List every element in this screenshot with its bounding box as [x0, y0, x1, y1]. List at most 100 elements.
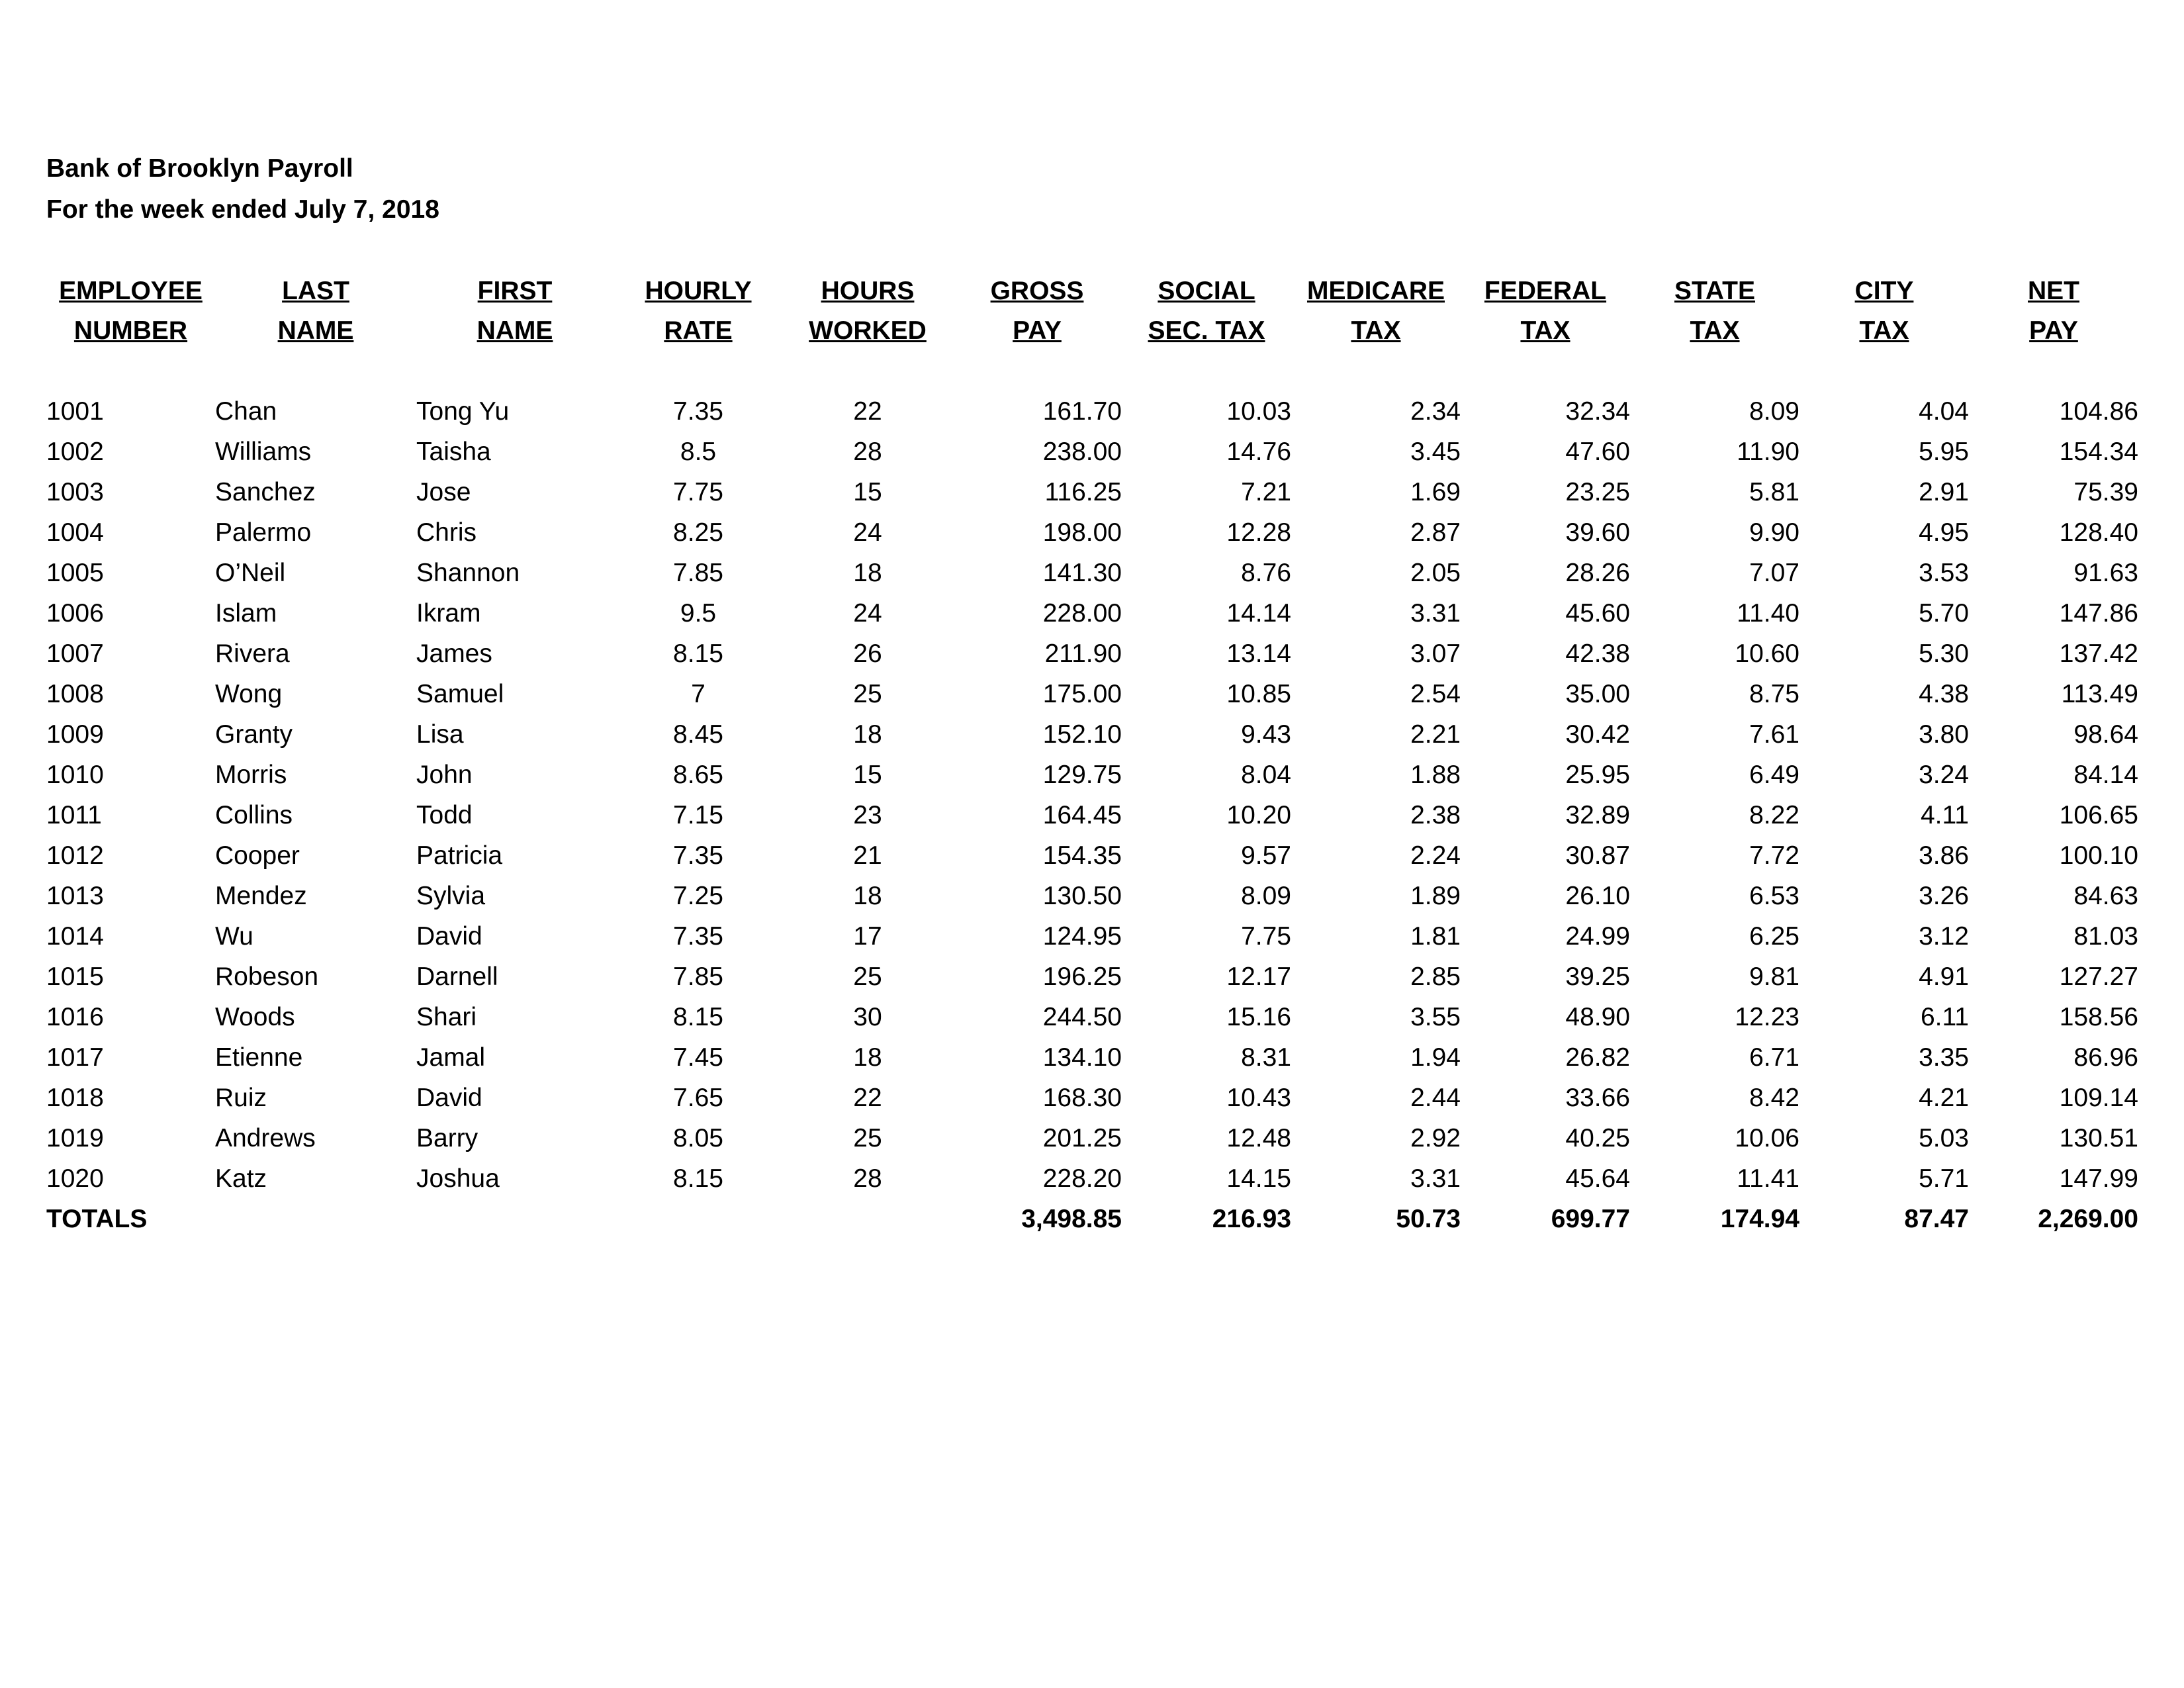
cell-social-sec-tax: 9.43 [1241, 720, 1291, 749]
cell-employee-number: 1010 [46, 761, 104, 789]
cell-last-name: Sanchez [215, 478, 316, 506]
cell-state-tax: 6.53 [1749, 882, 1799, 910]
cell-social-sec-tax: 10.03 [1226, 397, 1291, 426]
cell-federal-tax: 48.90 [1565, 1003, 1630, 1031]
totals-label: TOTALS [46, 1205, 148, 1233]
cell-net-pay: 86.96 [2073, 1043, 2138, 1072]
cell-federal-tax: 45.60 [1565, 599, 1630, 628]
cell-last-name: Williams [215, 438, 312, 466]
cell-state-tax: 6.25 [1749, 922, 1799, 951]
cell-first-name: Patricia [416, 841, 503, 870]
cell-federal-tax: 26.82 [1565, 1043, 1630, 1072]
cell-employee-number: 1011 [46, 801, 102, 829]
cell-last-name: Cooper [215, 841, 300, 870]
total-medicare-tax: 50.73 [1396, 1205, 1461, 1233]
cell-hourly-rate: 7.75 [673, 478, 723, 506]
cell-state-tax: 10.06 [1735, 1124, 1799, 1152]
cell-hourly-rate: 8.15 [673, 1164, 723, 1193]
cell-hourly-rate: 7.45 [673, 1043, 723, 1072]
cell-hourly-rate: 8.15 [673, 1003, 723, 1031]
cell-hours-worked: 25 [853, 680, 882, 708]
cell-social-sec-tax: 13.14 [1226, 639, 1291, 668]
cell-hourly-rate: 8.25 [673, 518, 723, 547]
cell-last-name: Rivera [215, 639, 290, 668]
cell-city-tax: 3.12 [1919, 922, 1969, 951]
cell-first-name: David [416, 1084, 482, 1112]
cell-hours-worked: 26 [853, 639, 882, 668]
column-header-first-name: FIRST NAME [477, 277, 553, 345]
cell-federal-tax: 32.89 [1565, 801, 1630, 829]
cell-medicare-tax: 2.34 [1410, 397, 1461, 426]
cell-city-tax: 4.11 [1920, 801, 1969, 829]
cell-first-name: Sylvia [416, 882, 486, 910]
cell-first-name: Taisha [416, 438, 491, 466]
cell-federal-tax: 30.42 [1565, 720, 1630, 749]
cell-employee-number: 1005 [46, 559, 104, 587]
cell-hours-worked: 22 [853, 1084, 882, 1112]
cell-gross-pay: 164.45 [1042, 801, 1122, 829]
cell-employee-number: 1016 [46, 1003, 104, 1031]
cell-first-name: Tong Yu [416, 397, 510, 426]
cell-social-sec-tax: 8.31 [1241, 1043, 1291, 1072]
cell-employee-number: 1012 [46, 841, 104, 870]
cell-social-sec-tax: 14.15 [1226, 1164, 1291, 1193]
cell-gross-pay: 129.75 [1042, 761, 1122, 789]
cell-medicare-tax: 2.05 [1410, 559, 1461, 587]
cell-hourly-rate: 7.35 [673, 841, 723, 870]
cell-medicare-tax: 3.45 [1410, 438, 1461, 466]
cell-last-name: Collins [215, 801, 293, 829]
cell-federal-tax: 30.87 [1565, 841, 1630, 870]
table-row: 1011 Collins Todd 7.15 23 164.45 10.20 2.38 32.8… [46, 795, 2138, 835]
cell-hours-worked: 24 [853, 518, 882, 547]
cell-state-tax: 7.72 [1749, 841, 1799, 870]
cell-gross-pay: 168.30 [1042, 1084, 1122, 1112]
cell-net-pay: 137.42 [2059, 639, 2138, 668]
cell-federal-tax: 25.95 [1565, 761, 1630, 789]
cell-hourly-rate: 8.65 [673, 761, 723, 789]
cell-city-tax: 3.35 [1919, 1043, 1969, 1072]
cell-social-sec-tax: 9.57 [1241, 841, 1291, 870]
cell-last-name: Wu [215, 922, 253, 951]
cell-last-name: Palermo [215, 518, 312, 547]
total-last-name [215, 1199, 416, 1239]
cell-last-name: Etienne [215, 1043, 303, 1072]
cell-gross-pay: 124.95 [1042, 922, 1122, 951]
cell-social-sec-tax: 15.16 [1226, 1003, 1291, 1031]
cell-medicare-tax: 3.07 [1410, 639, 1461, 668]
cell-medicare-tax: 3.31 [1410, 599, 1461, 628]
cell-city-tax: 4.21 [1919, 1084, 1969, 1112]
column-header-gross-pay: GROSS PAY [990, 277, 1084, 345]
cell-state-tax: 5.81 [1749, 478, 1799, 506]
table-row: 1007 Rivera James 8.15 26 211.90 13.14 3.07 42.3… [46, 633, 2138, 674]
cell-federal-tax: 39.60 [1565, 518, 1630, 547]
cell-city-tax: 4.04 [1919, 397, 1969, 426]
cell-federal-tax: 28.26 [1565, 559, 1630, 587]
cell-hours-worked: 18 [853, 882, 882, 910]
cell-first-name: Shari [416, 1003, 477, 1031]
table-row: 1020 Katz Joshua 8.15 28 228.20 14.15 3.31 45.64… [46, 1158, 2138, 1199]
table-row: 1008 Wong Samuel 7 25 175.00 10.85 2.54 35.00 8.7… [46, 674, 2138, 714]
page-subtitle: For the week ended July 7, 2018 [46, 195, 439, 224]
cell-net-pay: 84.63 [2073, 882, 2138, 910]
cell-first-name: Barry [416, 1124, 478, 1152]
cell-employee-number: 1015 [46, 962, 104, 991]
table-row: 1016 Woods Shari 8.15 30 244.50 15.16 3.55 48.90… [46, 997, 2138, 1037]
total-hourly-rate [614, 1199, 783, 1239]
cell-city-tax: 5.95 [1919, 438, 1969, 466]
cell-federal-tax: 45.64 [1565, 1164, 1630, 1193]
total-state-tax: 174.94 [1720, 1205, 1799, 1233]
cell-medicare-tax: 1.81 [1410, 922, 1461, 951]
cell-medicare-tax: 2.21 [1410, 720, 1461, 749]
cell-city-tax: 2.91 [1919, 478, 1969, 506]
cell-social-sec-tax: 8.04 [1241, 761, 1291, 789]
cell-net-pay: 98.64 [2073, 720, 2138, 749]
page-title: Bank of Brooklyn Payroll [46, 154, 353, 183]
cell-employee-number: 1008 [46, 680, 104, 708]
cell-employee-number: 1014 [46, 922, 104, 951]
cell-last-name: Granty [215, 720, 293, 749]
table-row: 1010 Morris John 8.65 15 129.75 8.04 1.88 25.95 6… [46, 755, 2138, 795]
table-row: 1004 Palermo Chris 8.25 24 198.00 12.28 2.87 39.… [46, 512, 2138, 553]
total-gross-pay: 3,498.85 [1021, 1205, 1122, 1233]
cell-hours-worked: 18 [853, 559, 882, 587]
column-header-net-pay: NET PAY [2028, 277, 2079, 345]
